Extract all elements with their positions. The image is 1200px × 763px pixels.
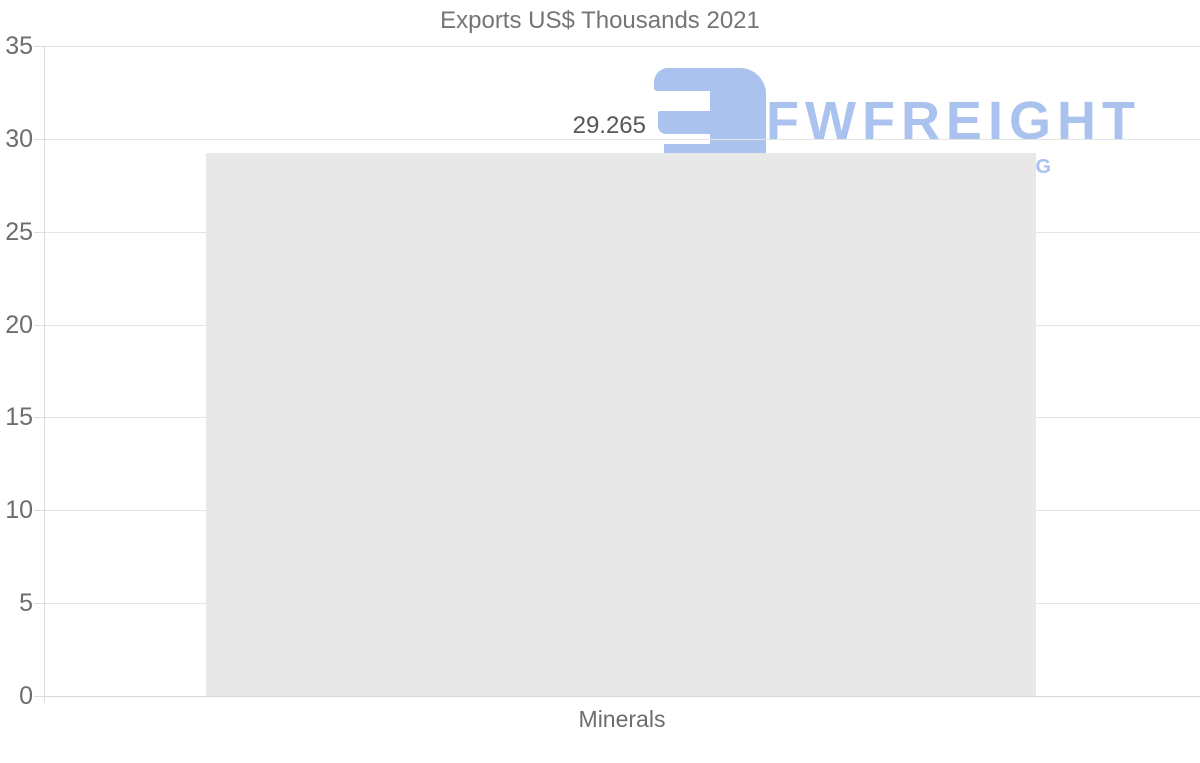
gridline-y-0 [44, 696, 1200, 697]
y-tick-label-20: 20 [5, 310, 33, 339]
y-tick-label-15: 15 [5, 403, 33, 432]
chart-title: Exports US$ Thousands 2021 [440, 7, 760, 34]
logo-icon-bottom-arm [664, 144, 724, 154]
y-tick-label-25: 25 [5, 217, 33, 246]
y-tick-label-5: 5 [19, 589, 33, 618]
y-tick-label-10: 10 [5, 496, 33, 525]
gridline-y-35 [44, 46, 1200, 47]
y-tick-label-30: 30 [5, 124, 33, 153]
logo-icon-middle-arm [658, 111, 720, 134]
y-tick-label-0: 0 [19, 682, 33, 710]
y-tick-mark-25 [34, 231, 44, 233]
y-tick-mark-5 [34, 603, 44, 605]
y-tick-mark-10 [34, 510, 44, 512]
gridline-y-30 [44, 138, 1200, 140]
bar-value-label: 29.265 [572, 112, 646, 139]
y-axis-line [44, 46, 45, 703]
y-tick-mark-0 [34, 696, 44, 697]
logo-icon-top-arm [654, 68, 724, 91]
y-tick-mark-15 [34, 417, 44, 419]
bar-minerals[interactable] [206, 152, 1036, 696]
watermark-tagline-fragment: G [1035, 156, 1055, 178]
y-tick-mark-30 [34, 138, 44, 140]
y-tick-mark-35 [34, 46, 44, 47]
y-tick-label-35: 35 [5, 32, 33, 60]
y-tick-mark-20 [34, 324, 44, 326]
x-category-label: Minerals [578, 706, 666, 732]
